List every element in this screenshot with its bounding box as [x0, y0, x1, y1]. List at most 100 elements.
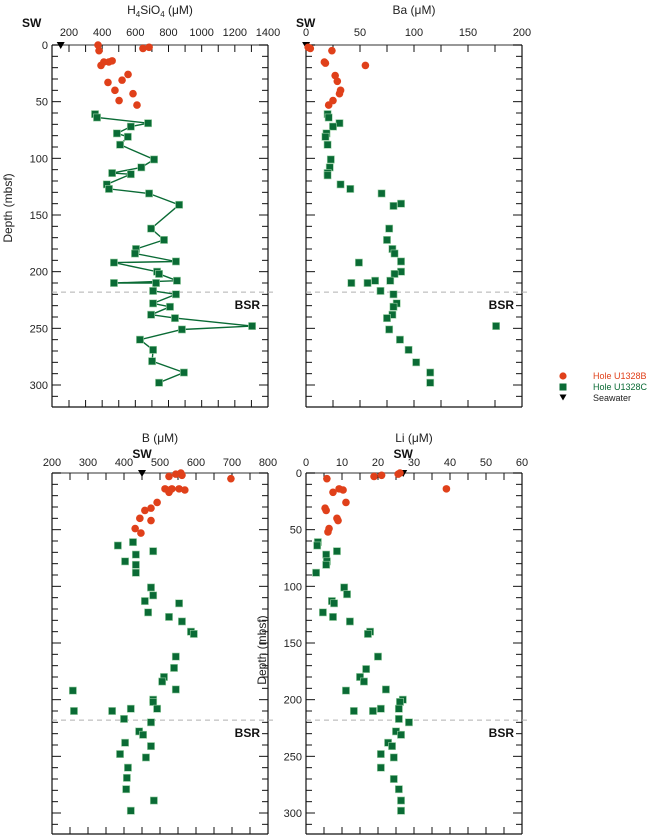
hole-u1328c-point	[390, 270, 399, 278]
hole-u1328c-point	[323, 140, 332, 149]
y-tick-label: 250	[284, 751, 302, 763]
hole-u1328c-point	[178, 617, 186, 626]
hole-u1328c-point	[131, 560, 140, 569]
hole-u1328c-point	[386, 276, 395, 285]
hole-u1328c-point	[152, 279, 160, 287]
bsr-label: BSR	[489, 298, 515, 312]
hole-u1328c-point	[374, 652, 382, 661]
x-tick-label: 150	[459, 27, 477, 39]
y-tick-label: 250	[30, 323, 48, 335]
hole-u1328c-point	[329, 122, 337, 131]
hole-u1328c-point	[371, 276, 380, 285]
seawater-label: SW	[132, 447, 152, 461]
hole-u1328c-point	[172, 257, 180, 266]
hole-u1328c-point	[126, 122, 135, 131]
hole-u1328b-point	[442, 485, 451, 493]
legend-marker-seawater	[559, 394, 567, 401]
hole-u1328c-point	[389, 775, 398, 783]
hole-u1328c-point	[160, 236, 168, 244]
hole-u1328b-point	[328, 46, 336, 55]
hole-u1328c-point	[113, 541, 122, 550]
seawater-label: SW	[22, 16, 42, 30]
hole-u1328c-point	[171, 685, 180, 694]
hole-u1328b-point	[333, 77, 342, 86]
panel-b: 200 300 400 500 600 700 800 B (μM) SW BSR	[43, 431, 277, 835]
hole-u1328b-point	[227, 474, 235, 483]
hole-u1328c-point	[147, 742, 155, 751]
hole-u1328c-point	[149, 591, 158, 600]
legend-label-seawater: Seawater	[593, 393, 631, 403]
hole-u1328c-point	[376, 750, 385, 758]
y-tick-label: 150	[284, 638, 302, 650]
hole-u1328c-point	[147, 310, 155, 319]
hole-u1328c-point	[376, 763, 385, 772]
hole-u1328c-point	[343, 590, 351, 599]
hole-u1328b-point	[322, 506, 330, 515]
hole-u1328c-point	[121, 557, 129, 566]
hole-u1328c-point	[397, 730, 405, 739]
hole-u1328c-point	[158, 677, 167, 686]
hole-u1328b-point	[141, 506, 149, 515]
hole-u1328c-point	[149, 796, 158, 805]
seawater-label: SW	[394, 447, 414, 461]
hole-u1328c-point	[178, 325, 186, 334]
hole-u1328c-point	[149, 547, 158, 556]
hole-u1328b-point	[147, 516, 155, 525]
hole-u1328c-point	[170, 664, 178, 672]
hole-u1328b-point	[377, 471, 386, 480]
hole-u1328b-point	[324, 528, 332, 536]
y-tick-label: 0	[296, 468, 302, 480]
panel-title: H4​SiO4​ (μM)	[127, 3, 193, 19]
hole-u1328c-point	[396, 698, 404, 706]
x-tick-label: 600	[126, 27, 144, 39]
hole-u1328c-point	[122, 773, 131, 782]
hole-u1328b-point	[147, 504, 155, 512]
hole-u1328c-point	[383, 236, 391, 244]
hole-u1328c-point	[147, 583, 155, 592]
x-tick-label: 100	[405, 27, 423, 39]
hole-u1328c-point	[144, 119, 153, 128]
hole-u1328c-point	[131, 550, 140, 559]
hole-u1328c-point	[426, 368, 435, 377]
y-tick-label: 300	[284, 808, 302, 820]
hole-u1328c-point	[322, 560, 331, 569]
x-tick-label: 600	[187, 457, 205, 469]
hole-u1328c-point	[389, 290, 398, 299]
hole-u1328c-point	[349, 707, 358, 715]
hole-u1328c-point	[136, 335, 144, 344]
hole-u1328c-point	[397, 199, 405, 208]
y-tick-label: 0	[42, 40, 48, 52]
panel-h4sio4: 200 400 600 800 1000 1200 1400 0 50 100 150 200 250 3…	[1, 3, 280, 408]
hole-u1328c-point	[319, 608, 327, 617]
hole-u1328c-point	[248, 322, 256, 330]
hole-u1328c-point	[364, 630, 372, 638]
hole-u1328c-point	[171, 314, 179, 323]
hole-u1328b-point	[339, 486, 347, 494]
hole-u1328b-point	[94, 41, 102, 49]
hole-u1328c-point	[145, 189, 153, 198]
hole-u1328b-point	[342, 498, 350, 507]
hole-u1328c-point	[129, 538, 137, 547]
hole-u1328c-point	[335, 119, 344, 128]
hole-u1328c-point	[363, 279, 372, 287]
x-tick-label: 400	[93, 27, 111, 39]
hole-u1328c-point	[324, 113, 333, 122]
x-tick-label: 200	[43, 457, 61, 469]
hole-u1328c-point	[340, 583, 349, 592]
hole-u1328c-point	[389, 753, 398, 762]
hole-u1328c-point	[126, 704, 135, 713]
hole-u1328c-point	[389, 302, 398, 311]
hole-u1328c-point	[131, 249, 139, 258]
hole-u1328c-point	[394, 704, 403, 713]
hole-u1328c-point	[385, 224, 394, 233]
legend-label-hole-u1328c: Hole U1328C	[593, 382, 648, 392]
hole-u1328c-point	[142, 753, 150, 762]
hole-u1328c-point	[108, 169, 117, 177]
hole-u1328c-point	[397, 796, 405, 805]
panel-title: B (μM)	[142, 431, 178, 445]
hole-u1328c-point	[93, 113, 101, 122]
hole-u1328c-point	[355, 258, 363, 267]
hole-u1328c-point	[155, 270, 163, 278]
x-tick-label: 30	[408, 457, 420, 469]
hole-u1328b-point	[361, 61, 370, 70]
